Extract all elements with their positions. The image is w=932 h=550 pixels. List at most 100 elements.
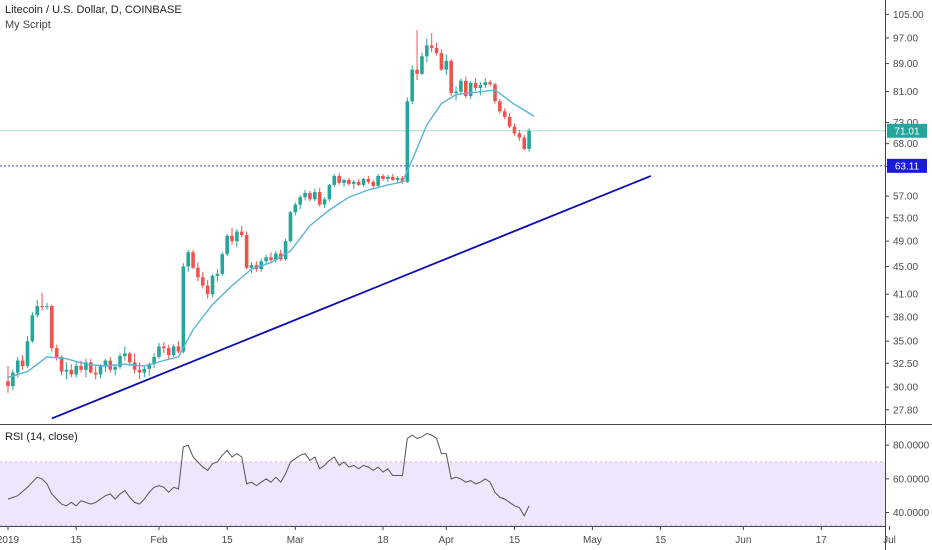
candle-body <box>230 235 234 242</box>
candle-body <box>50 306 54 349</box>
candle-body <box>79 366 83 370</box>
candle-body <box>386 176 390 179</box>
candle-body <box>376 175 380 186</box>
candle-body <box>478 85 483 88</box>
candle-body <box>11 372 15 387</box>
price-tick-label: 30.00 <box>893 383 918 394</box>
price-tick-label: 38.00 <box>893 312 918 323</box>
candle-body <box>313 191 317 200</box>
candle-body <box>415 69 419 74</box>
candle-body <box>400 177 405 182</box>
time-tick-label: 15 <box>222 535 234 546</box>
candle-body <box>84 362 88 370</box>
time-axis[interactable]: 2019 15 Feb 15 Mar 18 Apr 15 May 15 Jun 17 Jul <box>0 526 896 546</box>
candle-body <box>444 60 449 70</box>
candle-body <box>434 47 439 54</box>
candle-body <box>171 346 176 356</box>
candle-body <box>395 177 400 180</box>
candle-body <box>239 231 244 236</box>
time-tick-label: 15 <box>655 535 667 546</box>
ma-line <box>7 89 535 378</box>
candle-body <box>381 175 385 179</box>
candle-body <box>137 369 142 373</box>
candle-body <box>463 80 468 97</box>
time-tick-label: 15 <box>71 535 83 546</box>
candle-body <box>25 341 30 367</box>
candle-body <box>483 82 488 86</box>
price-tick-label: 73.00 <box>893 118 918 129</box>
candle-body <box>298 197 302 205</box>
price-tick-label: 81.00 <box>893 87 918 98</box>
price-tick-label: 97.00 <box>893 33 918 44</box>
candle-body <box>69 369 74 375</box>
rsi-axis[interactable]: 80.0000 60.0000 40.0000 <box>885 441 930 519</box>
time-tick-label: 2019 <box>0 535 20 546</box>
svg-text:71.01: 71.01 <box>894 126 919 137</box>
candle-body <box>493 84 497 102</box>
price-tick-label: 32.50 <box>893 359 918 370</box>
horizontal-line-badge: 63.11 <box>887 158 927 173</box>
candle-body <box>342 179 346 183</box>
candle-body <box>142 368 147 373</box>
candle-body <box>93 372 98 375</box>
candle-body <box>249 265 254 268</box>
candle-body <box>210 275 215 295</box>
candle-body <box>215 273 220 276</box>
candle-body <box>517 133 522 138</box>
price-tick-label: 45.00 <box>893 262 918 273</box>
main-pane[interactable] <box>0 0 885 424</box>
candle-body <box>186 252 190 267</box>
candle-body <box>366 178 371 182</box>
candle-body <box>74 366 78 375</box>
candle-body <box>45 306 49 308</box>
candle-body <box>15 360 20 373</box>
candle-body <box>205 285 210 295</box>
candle-body <box>410 69 415 102</box>
candle-body <box>449 60 453 94</box>
trendline[interactable] <box>51 175 652 420</box>
candle-body <box>30 315 35 342</box>
candle-body <box>274 253 278 260</box>
candle-body <box>390 176 395 180</box>
price-tick-label: 41.00 <box>893 290 918 301</box>
price-tick-label: 89.00 <box>893 59 918 70</box>
candle-body <box>127 353 132 363</box>
candle-body <box>527 130 531 149</box>
candles-group <box>6 30 531 394</box>
price-axis[interactable]: 105.0097.0089.0081.0073.0068.0063.0057.0… <box>885 10 924 416</box>
price-tick-label: 57.00 <box>893 192 918 203</box>
candle-body <box>225 235 229 255</box>
time-tick-label: 18 <box>377 535 389 546</box>
script-label: My Script <box>5 19 51 31</box>
candle-body <box>176 346 181 352</box>
candle-body <box>288 212 293 242</box>
time-tick-label: Jul <box>883 535 896 546</box>
candle-body <box>459 80 463 92</box>
candle-body <box>35 306 40 316</box>
candle-body <box>132 362 137 370</box>
candle-body <box>308 193 312 200</box>
price-tick-label: 68.00 <box>893 139 918 150</box>
candle-body <box>454 91 458 94</box>
candle-body <box>522 137 527 149</box>
time-tick-label: Apr <box>439 535 455 546</box>
candle-body <box>220 254 225 274</box>
candle-body <box>103 360 108 367</box>
candle-body <box>162 346 166 349</box>
price-tick-label: 49.00 <box>893 237 918 248</box>
candle-body <box>425 45 429 57</box>
candle-body <box>88 362 93 373</box>
candle-body <box>181 266 186 352</box>
candle-body <box>420 56 424 74</box>
candle-body <box>351 181 356 184</box>
candle-body <box>507 116 512 127</box>
candle-body <box>498 101 502 112</box>
candle-body <box>502 111 507 117</box>
candle-body <box>6 381 10 387</box>
candle-body <box>201 277 205 286</box>
price-tick-label: 35.00 <box>893 337 918 348</box>
rsi-line <box>7 432 530 517</box>
chart-title: Litecoin / U.S. Dollar, D, COINBASE <box>5 4 182 16</box>
